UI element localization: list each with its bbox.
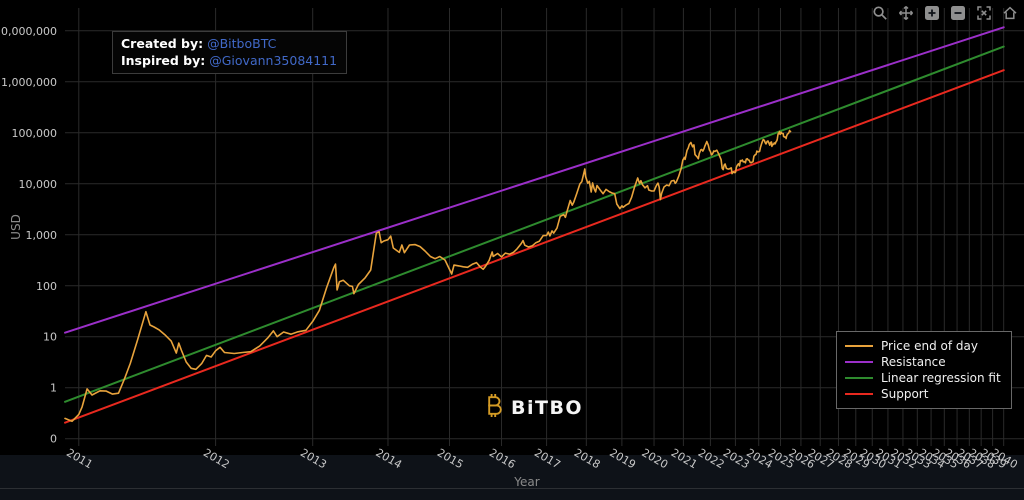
created-by-handle-link[interactable]: @BitboBTC — [207, 36, 277, 51]
y-tick-label: 1,000 — [26, 229, 58, 242]
legend-label: Price end of day — [881, 339, 978, 353]
credit-line-inspired: Inspired by: @Giovann35084111 — [121, 52, 337, 69]
legend-item-regression[interactable]: Linear regression fit — [845, 370, 1001, 386]
pan-icon[interactable] — [897, 4, 915, 22]
legend-item-resistance[interactable]: Resistance — [845, 354, 1001, 370]
created-by-label: Created by: — [121, 36, 204, 51]
chart-series — [64, 26, 1005, 424]
legend-item-price[interactable]: Price end of day — [845, 338, 1001, 354]
y-axis-title: USD — [9, 214, 23, 240]
bitbo-logo-icon — [486, 393, 504, 422]
y-tick-label: 0 — [50, 433, 57, 446]
modebar — [871, 4, 1019, 22]
legend-label: Linear regression fit — [881, 371, 1001, 385]
bitbo-brand-text: BiTBO — [511, 396, 584, 419]
credit-annotation: Created by: @BitboBTC Inspired by: @Giov… — [112, 31, 348, 74]
legend-label: Resistance — [881, 355, 946, 369]
zoom-in-icon[interactable] — [923, 4, 941, 22]
inspired-by-label: Inspired by: — [121, 53, 206, 68]
bitbo-watermark: BiTBO — [486, 393, 583, 422]
x-axis-title: Year — [513, 475, 539, 489]
zoom-out-icon[interactable] — [949, 4, 967, 22]
series-resistance — [64, 26, 1005, 334]
y-tick-label: 100,000 — [12, 127, 58, 140]
legend-label: Support — [881, 387, 929, 401]
y-tick-label: 1 — [50, 382, 57, 395]
zoom-icon[interactable] — [871, 4, 889, 22]
legend-item-support[interactable]: Support — [845, 386, 1001, 402]
series-support — [64, 69, 1005, 424]
price-line-swatch — [845, 345, 873, 347]
y-tick-label: 10,000,000 — [0, 25, 57, 38]
y-tick-label: 10 — [43, 331, 57, 344]
regression-line-swatch — [845, 377, 873, 379]
widget-bottom-edge — [0, 488, 1024, 489]
legend: Price end of day Resistance Linear regre… — [836, 331, 1012, 409]
series-linear-regression-fit — [64, 45, 1005, 403]
series-price-end-of-day — [64, 129, 792, 423]
y-tick-label: 10,000 — [19, 178, 58, 191]
axis-tick-labels: 2011 2012 2013 2014 2015 2016 2017 2018 2019 2020… — [0, 25, 1020, 472]
autoscale-icon[interactable] — [975, 4, 993, 22]
resistance-line-swatch — [845, 361, 873, 363]
inspired-by-handle-link[interactable]: @Giovann35084111 — [209, 53, 338, 68]
credit-line-created: Created by: @BitboBTC — [121, 35, 337, 52]
support-line-swatch — [845, 393, 873, 395]
y-tick-label: 1,000,000 — [1, 76, 57, 89]
y-tick-label: 100 — [36, 280, 57, 293]
reset-home-icon[interactable] — [1001, 4, 1019, 22]
